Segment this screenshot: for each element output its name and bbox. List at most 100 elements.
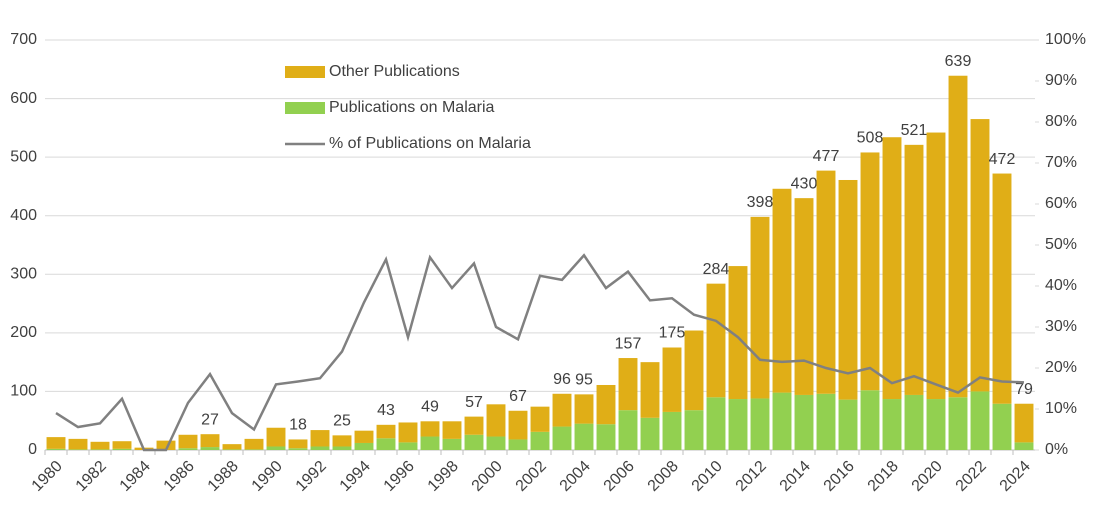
x-tick-label: 1994 [337, 458, 374, 495]
bar [156, 440, 176, 450]
x-tick-label: 1988 [205, 458, 242, 495]
bar-total-label: 27 [201, 411, 219, 428]
y2-tick-label: 30% [1045, 318, 1077, 335]
bar-total-label: 96 [553, 371, 571, 388]
x-tick-label: 1982 [73, 458, 110, 495]
bar [794, 394, 814, 450]
x-tick-label: 2006 [601, 458, 638, 495]
bar [376, 424, 396, 439]
bar [772, 188, 792, 393]
bar [200, 434, 220, 448]
bar-total-label: 18 [289, 417, 307, 434]
bar-total-label: 79 [1015, 381, 1033, 398]
bar [288, 448, 308, 450]
bar [750, 398, 770, 450]
bar [1014, 403, 1034, 443]
x-tick-label: 1992 [293, 458, 330, 495]
bar [904, 394, 924, 450]
y2-tick-label: 40% [1045, 277, 1077, 294]
y2-tick-label: 20% [1045, 359, 1077, 376]
y-tick-label: 700 [10, 31, 37, 48]
bar [684, 410, 704, 450]
bar [926, 399, 946, 450]
bar-total-label: 284 [703, 261, 730, 278]
bar [574, 423, 594, 450]
x-tick-label: 2018 [865, 458, 902, 495]
bar [948, 397, 968, 450]
bar [706, 283, 726, 398]
bar [46, 437, 66, 449]
bar [486, 404, 506, 437]
bar [662, 411, 682, 450]
bar [398, 422, 418, 443]
y-tick-label: 400 [10, 207, 37, 224]
bar [618, 410, 638, 450]
bar [948, 75, 968, 398]
y2-tick-label: 0% [1045, 441, 1068, 458]
bar-total-label: 477 [813, 148, 840, 165]
bar-total-label: 398 [747, 194, 774, 211]
y2-tick-label: 50% [1045, 236, 1077, 253]
bar [552, 426, 572, 450]
bar [816, 170, 836, 394]
x-tick-label: 2020 [909, 458, 946, 495]
bar [882, 137, 902, 400]
bar [508, 410, 528, 440]
x-tick-label: 2000 [469, 458, 506, 495]
y2-tick-label: 80% [1045, 113, 1077, 130]
bar [574, 394, 594, 424]
y-tick-label: 300 [10, 266, 37, 283]
x-tick-label: 1986 [161, 458, 198, 495]
x-tick-label: 2002 [513, 458, 550, 495]
bar [508, 439, 528, 450]
bar [112, 441, 132, 449]
bar [244, 438, 264, 450]
bar [244, 449, 264, 450]
bar [288, 439, 308, 449]
bar [376, 438, 396, 450]
x-tick-label: 1980 [29, 458, 66, 495]
bar [860, 390, 880, 450]
bar-total-label: 521 [901, 122, 928, 139]
bar [640, 417, 660, 450]
bar [310, 446, 330, 450]
bar [596, 384, 616, 425]
y-tick-label: 100 [10, 383, 37, 400]
x-tick-label: 1990 [249, 458, 286, 495]
x-tick-label: 2024 [997, 458, 1034, 495]
bar [728, 266, 748, 400]
bar-total-label: 175 [659, 325, 686, 342]
bar [992, 403, 1012, 450]
bar [68, 449, 88, 450]
bar [332, 435, 352, 447]
y-tick-label: 600 [10, 90, 37, 107]
bar [420, 421, 440, 437]
bar [772, 392, 792, 450]
bar [1014, 442, 1034, 450]
bar-total-label: 49 [421, 399, 439, 416]
y-tick-label: 500 [10, 148, 37, 165]
bar [530, 406, 550, 432]
y-tick-label: 200 [10, 324, 37, 341]
bar [310, 430, 330, 447]
bar [596, 424, 616, 450]
bar [332, 446, 352, 450]
bar [464, 416, 484, 435]
legend-swatch [285, 66, 325, 78]
bar [750, 216, 770, 399]
bar [68, 438, 88, 450]
line-series [55, 253, 1025, 452]
legend-label: % of Publications on Malaria [329, 135, 531, 152]
bar-total-label: 430 [791, 175, 818, 192]
bar [442, 421, 462, 439]
y2-tick-label: 90% [1045, 72, 1077, 89]
x-tick-label: 2014 [777, 458, 814, 495]
bar [728, 399, 748, 450]
bar [794, 198, 814, 395]
bar [530, 431, 550, 450]
bar [816, 393, 836, 450]
bar [178, 434, 198, 449]
bar-total-label: 43 [377, 402, 395, 419]
legend-swatch [285, 102, 325, 114]
bar [354, 442, 374, 450]
